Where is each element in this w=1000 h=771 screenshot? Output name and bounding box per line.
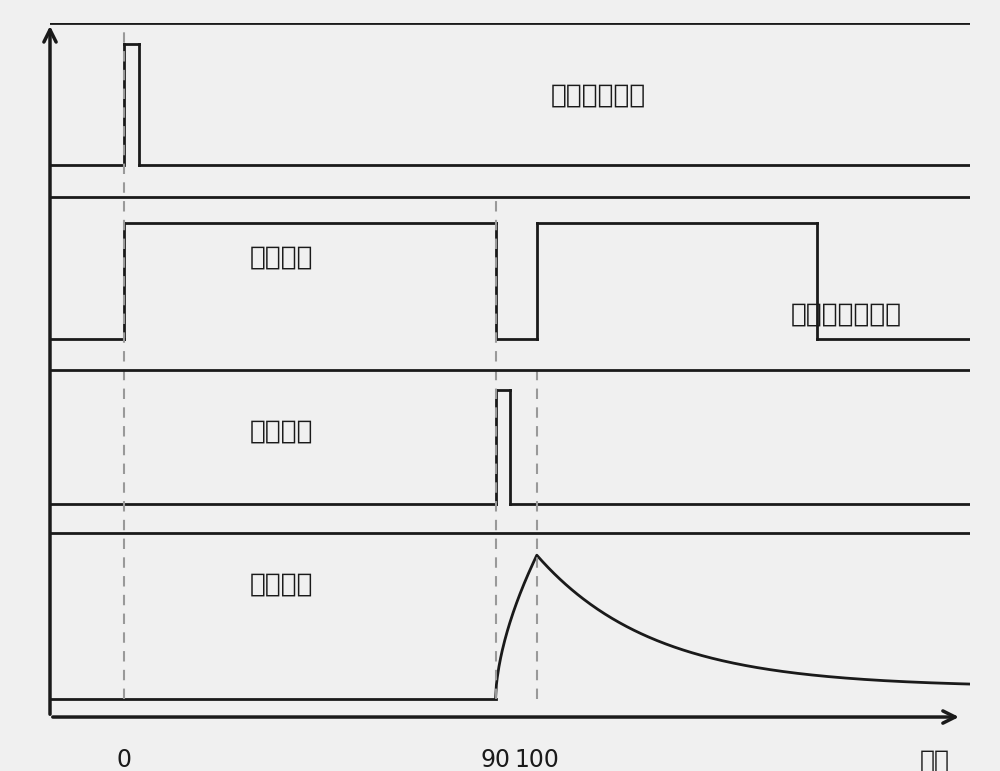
Text: 微秒: 微秒 — [919, 748, 949, 771]
Text: 0: 0 — [117, 748, 132, 771]
Text: 100: 100 — [514, 748, 559, 771]
Text: 相机控制信号: 相机控制信号 — [551, 83, 646, 109]
Text: 激光器控制信号: 激光器控制信号 — [791, 301, 902, 328]
Text: 激光脉冲: 激光脉冲 — [249, 419, 313, 445]
Text: 90: 90 — [481, 748, 511, 771]
Text: 相机曝光: 相机曝光 — [249, 244, 313, 271]
Text: 涂料荧光: 涂料荧光 — [249, 571, 313, 598]
